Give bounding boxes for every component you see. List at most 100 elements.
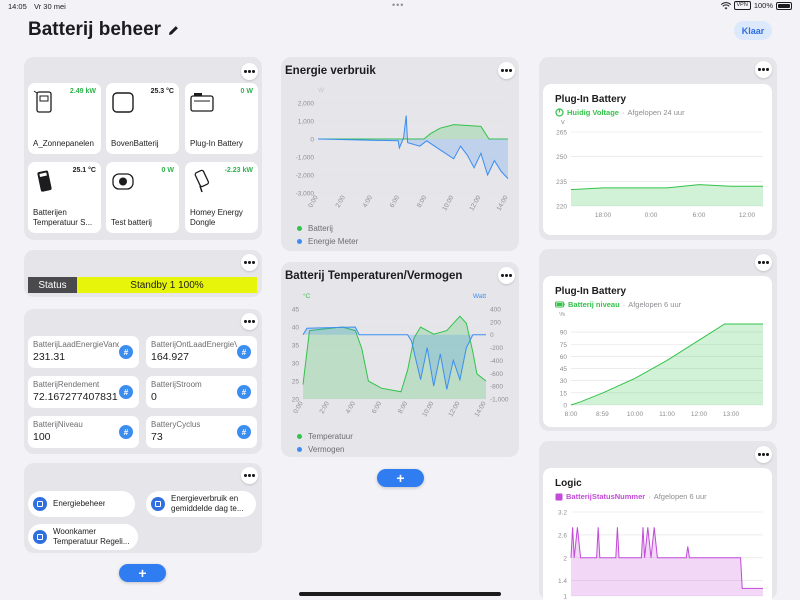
- axis-unit: Watt: [473, 293, 486, 300]
- devices-card-more-button[interactable]: [241, 63, 258, 80]
- series-line: [302, 326, 486, 390]
- y-tick-label: 1.4: [558, 578, 567, 585]
- device-name: Test batterij: [111, 218, 152, 227]
- energy-chart-more-button[interactable]: [498, 62, 515, 79]
- wifi-icon: [720, 1, 731, 9]
- series-line: [570, 184, 763, 191]
- series-area: [303, 327, 486, 390]
- y-right-tick-label: -400: [490, 358, 503, 365]
- flow-button[interactable]: Energiebeheer: [28, 491, 135, 517]
- add-widget-button-left[interactable]: +: [119, 564, 166, 582]
- y-tick-label: 15: [560, 390, 568, 397]
- logic-card-more-button[interactable]: [755, 446, 772, 463]
- device-value: 2.49 kW: [69, 88, 96, 95]
- series-area: [571, 527, 763, 596]
- energy-dongle-icon: [194, 169, 210, 193]
- temp-chart-more-button[interactable]: [498, 267, 515, 284]
- date: Vr 30 mei: [34, 2, 66, 11]
- temp-chart-legend: Temperatuur Vermogen: [297, 430, 353, 456]
- x-tick-label: 12:00: [468, 194, 482, 212]
- voltage-chart: 265 250 235 220 18:00 0:00 6:00 12:00 V: [556, 120, 763, 219]
- temp-chart[interactable]: 45 40 35 30 25 20 400 200 0 -200 -400 -600 -800 -1,00…: [281, 286, 519, 426]
- y-tick-label: 45: [560, 366, 568, 373]
- variable-tile[interactable]: BatterijOntLaadEnergieVandaag 164.927 #: [146, 336, 257, 368]
- device-value: 25.1 °C: [72, 167, 96, 174]
- device-name: A_Zonnepanelen: [33, 139, 94, 148]
- x-tick-label: 6:00: [693, 212, 706, 219]
- series-area: [318, 115, 508, 179]
- flow-button[interactable]: Energieverbruik en gemiddelde dag te...: [146, 491, 256, 517]
- panel-subtitle: Huidig Voltage · Afgelopen 24 uur: [555, 108, 685, 117]
- device-tile-test-batterij[interactable]: 0 W Test batterij: [106, 162, 179, 233]
- battery-percentage: 100%: [753, 1, 773, 10]
- variable-value: 231.31: [33, 351, 66, 363]
- y-tick-label: 2: [563, 555, 567, 562]
- series-line: [570, 323, 763, 406]
- home-indicator[interactable]: [299, 592, 501, 596]
- voltage-panel[interactable]: Plug-In Battery Huidig Voltage · Afgelop…: [543, 84, 772, 235]
- status-label: Status: [28, 277, 77, 293]
- battery-level-icon: [555, 301, 565, 308]
- device-tile-plugin-battery[interactable]: 0 W Plug-In Battery: [185, 83, 258, 154]
- logic-panel[interactable]: Logic BatterijStatusNummer · Afgelopen 6…: [543, 468, 772, 600]
- y-right-tick-label: -800: [490, 384, 503, 391]
- variable-tile[interactable]: BatteryCyclus 73 #: [146, 416, 257, 448]
- flow-button[interactable]: Woonkamer Temperatuur Regeli...: [28, 524, 138, 550]
- flow-label: Woonkamer Temperatuur Regeli...: [53, 527, 130, 546]
- x-tick-label: 12:00: [691, 411, 708, 418]
- y-tick-label: -2,000: [296, 173, 315, 180]
- variable-value: 73: [151, 431, 163, 443]
- series-line: [302, 315, 487, 393]
- flows-card-more-button[interactable]: [241, 467, 258, 484]
- y-right-tick-label: 0: [490, 332, 494, 339]
- variable-name: BatterijNiveau: [33, 420, 83, 429]
- variable-tile[interactable]: BatterijRendement 72.167277407831 #: [28, 376, 139, 408]
- voltage-card-more-button[interactable]: [755, 61, 772, 78]
- variable-tile[interactable]: BatterijNiveau 100 #: [28, 416, 139, 448]
- y-tick-label: 2.6: [558, 532, 567, 539]
- device-tile-energy-dongle[interactable]: -2.23 kW Homey Energy Dongle: [185, 162, 258, 233]
- variables-card-more-button[interactable]: [241, 313, 258, 330]
- solar-inverter-icon: [33, 90, 52, 113]
- battery-box-icon: [112, 92, 134, 113]
- device-tile-temperature-sensor[interactable]: 25.1 °C Batterijen Temperatuur S...: [28, 162, 101, 233]
- status-value: Standby 1 100%: [77, 277, 257, 293]
- y-tick-label: 40: [292, 325, 300, 332]
- legend-item: Energie Meter: [297, 235, 358, 248]
- status-bar: Status Standby 1 100%: [28, 277, 257, 293]
- x-tick-label: 4:00: [362, 194, 375, 209]
- status-card-more-button[interactable]: [241, 254, 258, 271]
- done-button[interactable]: Klaar: [734, 21, 772, 40]
- system-status-bar: 14:05 Vr 30 mei ••• VPN 100%: [0, 0, 800, 14]
- variable-name: BatterijRendement: [33, 380, 100, 389]
- x-tick-label: 8:00: [565, 411, 578, 418]
- variable-value: 164.927: [151, 351, 189, 363]
- pencil-icon[interactable]: [167, 24, 180, 37]
- x-tick-label: 8:59: [596, 411, 609, 418]
- y-tick-label: 90: [560, 330, 568, 337]
- device-value: 0 W: [240, 88, 253, 95]
- y-tick-label: 30: [292, 361, 300, 368]
- variable-value: 72.167277407831: [33, 391, 118, 403]
- axis-unit: %: [559, 312, 565, 318]
- level-card-more-button[interactable]: [755, 254, 772, 271]
- y-tick-label: -1,000: [296, 155, 315, 162]
- add-widget-button-middle[interactable]: +: [377, 469, 424, 487]
- energy-chart-card: [281, 57, 519, 251]
- y-tick-label: 220: [556, 204, 567, 211]
- device-tile-zonnepanelen[interactable]: 2.49 kW A_Zonnepanelen: [28, 83, 101, 154]
- panel-title: Plug-In Battery: [555, 286, 627, 297]
- y-tick-label: 1,000: [298, 119, 315, 126]
- series-area: [303, 316, 486, 399]
- hash-icon: #: [237, 385, 251, 399]
- multitasking-dots-icon[interactable]: •••: [392, 0, 405, 10]
- level-panel[interactable]: Plug-In Battery Batterij niveau · Afgelo…: [543, 276, 772, 427]
- device-tile-bovenbatterij[interactable]: 25.3 °C BovenBatterij: [106, 83, 179, 154]
- x-tick-label: 2:00: [318, 400, 331, 415]
- x-tick-label: 0:00: [645, 212, 658, 219]
- variable-tile[interactable]: BatterijLaadEnergieVandaag 231.31 #: [28, 336, 139, 368]
- flow-label: Energieverbruik en gemiddelde dag te...: [171, 494, 244, 513]
- variable-tile[interactable]: BatterijStroom 0 #: [146, 376, 257, 408]
- series-line: [318, 124, 508, 140]
